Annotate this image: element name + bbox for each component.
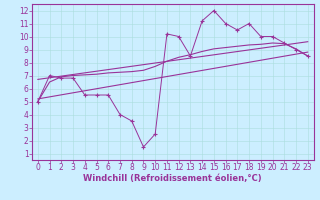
X-axis label: Windchill (Refroidissement éolien,°C): Windchill (Refroidissement éolien,°C) [84, 174, 262, 183]
